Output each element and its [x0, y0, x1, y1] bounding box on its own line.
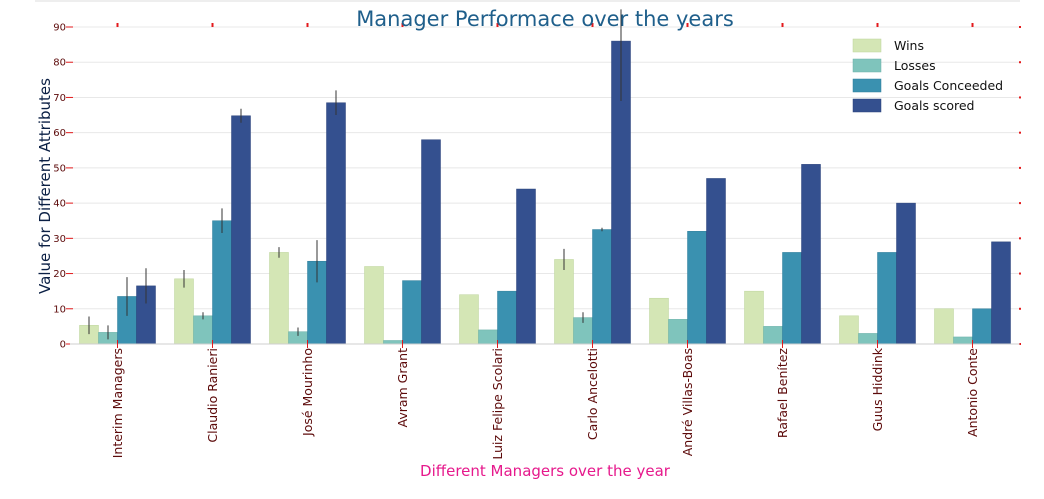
- bar-losses: [193, 315, 213, 345]
- legend-label: Wins: [894, 38, 924, 53]
- bar-goals-scored: [326, 102, 346, 345]
- bar-wins: [744, 290, 764, 345]
- bar-losses: [858, 333, 878, 345]
- error-bars-layer: [88, 9, 622, 340]
- y-tick-label: 10: [53, 304, 66, 315]
- bar-goals-conceeded: [497, 290, 517, 345]
- bar-losses: [763, 326, 783, 345]
- y-tick-label: 70: [53, 93, 66, 104]
- axis-layer: 0 10 20 30 40 50 60 70 80 90 Interim Managers Claud…: [53, 23, 1021, 460]
- y-tick-label: 90: [53, 23, 66, 34]
- x-tick-label: Claudio Ranieri: [205, 348, 220, 443]
- legend-label: Goals Conceeded: [894, 78, 1003, 93]
- bar-goals-scored: [801, 164, 821, 345]
- x-tick-label: Interim Managers: [110, 348, 125, 458]
- bar-goals-scored: [896, 202, 916, 345]
- legend-swatch: [852, 78, 882, 93]
- bar-goals-conceeded: [972, 308, 992, 345]
- chart-title: Manager Performace over the years: [356, 7, 734, 31]
- bar-goals-scored: [516, 188, 536, 345]
- y-tick-label: 40: [53, 199, 66, 210]
- bar-goals-scored: [991, 241, 1011, 345]
- bar-wins: [839, 315, 859, 345]
- bar-wins: [554, 259, 574, 345]
- x-tick-label: Luiz Felipe Scolari: [490, 348, 505, 460]
- legend-swatch: [852, 98, 882, 113]
- bar-wins: [364, 266, 384, 345]
- bar-losses: [668, 319, 688, 345]
- y-tick-label: 60: [53, 128, 66, 139]
- bar-goals-scored: [706, 178, 726, 345]
- y-tick-label: 20: [53, 269, 66, 280]
- legend-label: Goals scored: [894, 98, 974, 113]
- bar-goals-conceeded: [877, 252, 897, 345]
- bar-goals-conceeded: [402, 280, 422, 345]
- x-tick-label: Guus Hiddink: [870, 347, 885, 431]
- legend-swatch: [852, 38, 882, 53]
- legend-label: Losses: [894, 58, 936, 73]
- bar-goals-conceeded: [782, 252, 802, 345]
- x-axis-label: Different Managers over the year: [420, 462, 671, 480]
- bar-losses: [383, 340, 403, 345]
- x-tick-label: André Villas-Boas: [680, 348, 695, 456]
- bar-goals-conceeded: [592, 229, 612, 345]
- bar-goals-scored: [421, 139, 441, 345]
- bar-goals-conceeded: [212, 220, 232, 345]
- bar-wins: [459, 294, 479, 345]
- bar-goals-conceeded: [687, 231, 707, 345]
- x-tick-label: Antonio Conte: [965, 348, 980, 437]
- bar-losses: [953, 336, 973, 345]
- bar-wins: [934, 308, 954, 345]
- y-tick-label: 0: [60, 340, 66, 351]
- x-tick-label: Carlo Ancelotti: [585, 348, 600, 440]
- y-tick-label: 50: [53, 163, 66, 174]
- x-tick-label: Avram Grant: [395, 348, 410, 428]
- y-tick-label: 80: [53, 58, 66, 69]
- bar-goals-scored: [231, 115, 251, 345]
- legend-swatch: [852, 58, 882, 73]
- y-tick-label: 30: [53, 234, 66, 245]
- bar-wins: [269, 252, 289, 345]
- bar-wins: [649, 297, 669, 345]
- x-tick-label: José Mourinho: [300, 348, 315, 437]
- bar-losses: [478, 329, 498, 345]
- bars-layer: [79, 40, 1011, 345]
- legend: Wins Losses Goals Conceeded Goals scored: [852, 38, 1003, 113]
- bar-wins: [174, 278, 194, 345]
- y-axis-label: Value for Different Attributes: [36, 78, 54, 294]
- x-tick-label: Rafael Benítez: [775, 348, 790, 439]
